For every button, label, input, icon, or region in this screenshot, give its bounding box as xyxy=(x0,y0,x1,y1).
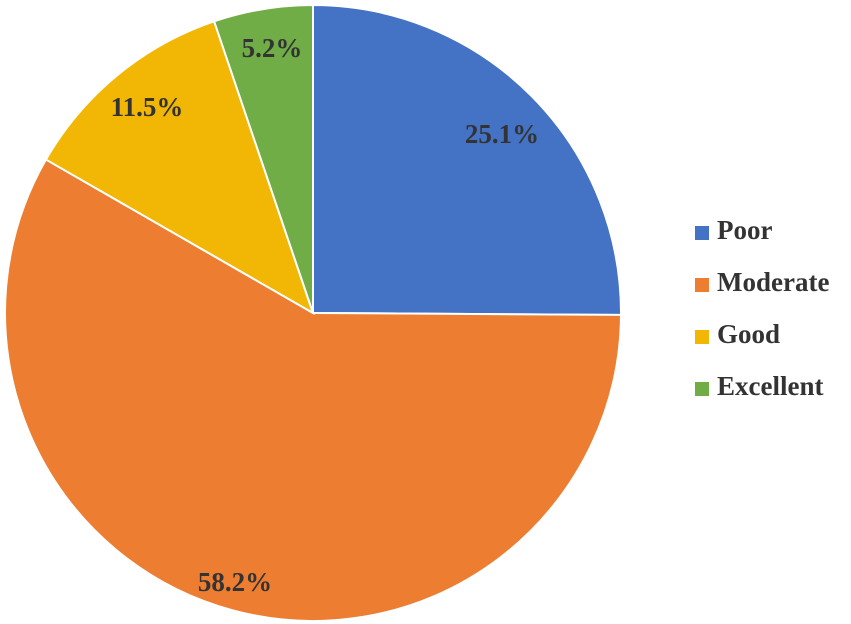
data-label-good: 11.5% xyxy=(111,92,184,122)
legend-swatch-poor xyxy=(695,226,709,240)
legend-label-poor: Poor xyxy=(717,215,772,245)
legend-swatch-excellent xyxy=(695,382,709,396)
pie-slice-good xyxy=(44,20,315,316)
legend: Poor Moderate Good Excellent xyxy=(695,215,829,401)
data-label-poor: 25.1% xyxy=(465,119,539,149)
data-label-excellent: 5.2% xyxy=(242,33,303,63)
pie-slice-excellent xyxy=(212,3,314,314)
data-labels: 25.1% 58.2% 11.5% 5.2% xyxy=(111,33,540,597)
legend-label-good: Good xyxy=(717,319,780,349)
pie-slice-poor xyxy=(312,3,622,316)
data-label-moderate: 58.2% xyxy=(198,567,272,597)
pie-slices xyxy=(4,3,623,622)
legend-label-excellent: Excellent xyxy=(717,371,823,401)
legend-label-moderate: Moderate xyxy=(717,267,829,297)
legend-swatch-moderate xyxy=(695,278,709,292)
pie-slice-moderate xyxy=(4,158,623,622)
legend-swatch-good xyxy=(695,330,709,344)
